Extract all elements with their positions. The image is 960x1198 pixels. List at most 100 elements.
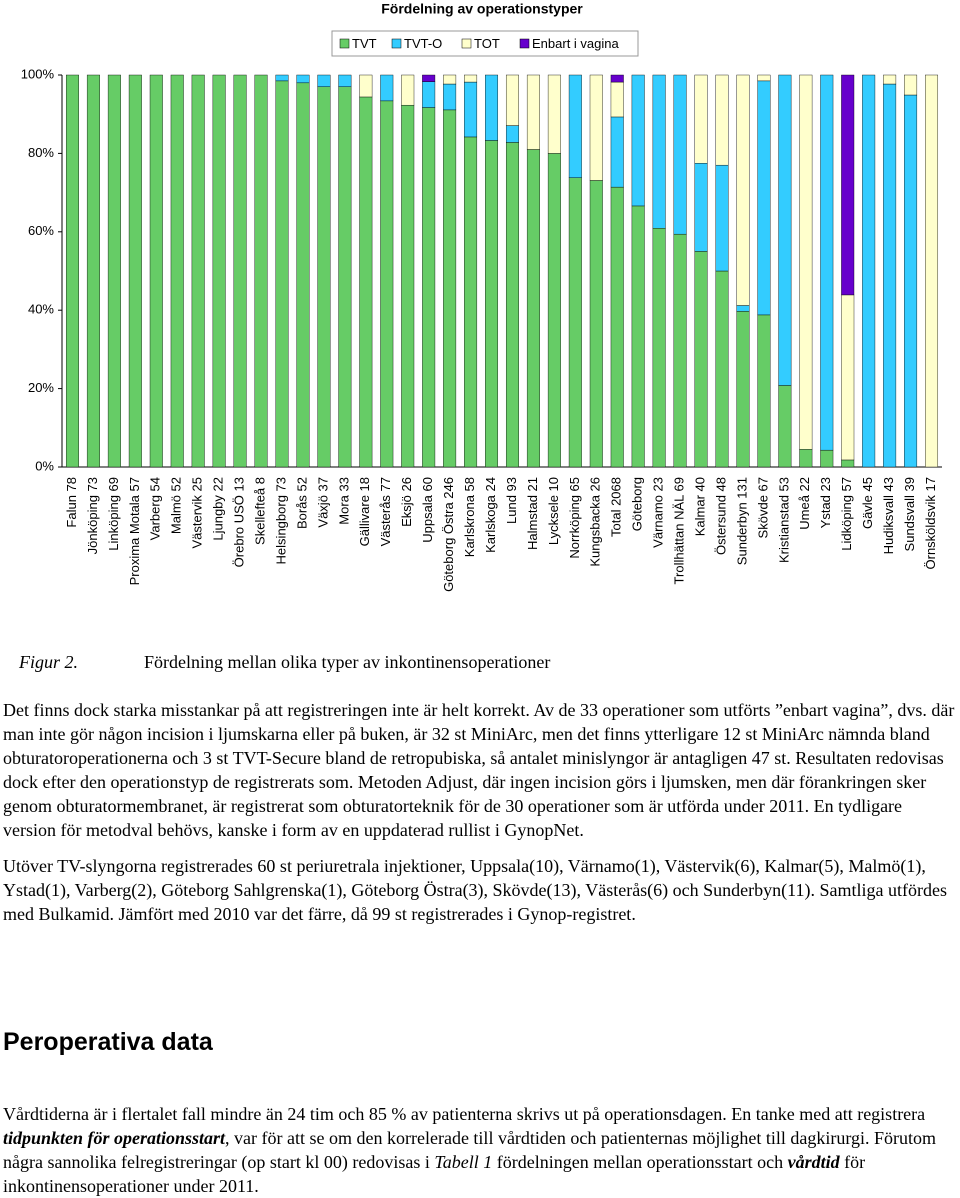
x-tick-label: Göteborg Östra 246 [441, 477, 456, 592]
bar-segment [464, 74, 478, 83]
bar-segment [820, 74, 834, 451]
text-run: för inkontinensoperationer under 2011. [3, 1152, 866, 1196]
bar-segment [338, 74, 352, 87]
x-tick-label: Jönköping 73 [85, 477, 100, 554]
x-tick-label: Total 2068 [609, 477, 624, 537]
legend-swatch [391, 38, 402, 49]
bar-segment [841, 459, 855, 468]
bar-segment [904, 74, 918, 96]
bar-segment [799, 74, 813, 450]
legend-label: TVT [352, 36, 377, 51]
bar-segment [736, 311, 750, 468]
bar-segment [778, 74, 792, 386]
bar-segment [149, 74, 163, 468]
bar-segment [86, 74, 100, 468]
bar-segment [443, 83, 457, 111]
x-tick-label: Ljungby 22 [211, 477, 226, 541]
paragraph: Det finns dock starka misstankar på att … [3, 698, 955, 842]
bar-segment [757, 74, 771, 82]
x-tick-label: Proxima Motala 57 [127, 477, 142, 585]
bar-segment [464, 81, 478, 138]
bar-segment [526, 74, 540, 150]
bar-segment [904, 94, 918, 468]
x-tick-label: Eksjö 26 [399, 477, 414, 527]
bar-segment [191, 74, 205, 468]
chart-title: Fördelning av operationstyper [381, 1, 583, 17]
x-tick-label: Lund 93 [504, 477, 519, 524]
bar-segment [841, 294, 855, 461]
bar-segment [296, 74, 310, 84]
bar-segment [736, 74, 750, 306]
x-tick-label: Gällivare 18 [357, 477, 372, 546]
bar-segment [736, 305, 750, 312]
bar-segment [505, 125, 519, 143]
x-tick-label: Örebro USÖ 13 [232, 477, 247, 567]
y-tick-label: 40% [28, 302, 54, 317]
y-tick-label: 0% [35, 458, 54, 473]
paragraph: Utöver TV-slyngorna registrerades 60 st … [3, 854, 955, 926]
bar-segment [799, 449, 813, 468]
bar-segment [65, 74, 79, 468]
bar-segment [296, 82, 310, 468]
bar-segment [485, 74, 499, 141]
bar-segment [568, 177, 582, 468]
x-tick-label: Västervik 25 [190, 477, 205, 549]
bar-segment [107, 74, 121, 468]
bar-segment [485, 140, 499, 468]
x-tick-label: Borås 52 [294, 477, 309, 529]
bar-segment [422, 74, 436, 82]
x-tick-label: Trollhättan NÄL 69 [672, 477, 687, 584]
bar-segment [610, 116, 624, 188]
text-run: Det finns dock starka misstankar på att … [3, 700, 955, 840]
paragraph: Vårdtiderna är i flertalet fall mindre ä… [3, 1102, 955, 1198]
bar-segment [694, 251, 708, 468]
x-tick-label: Umeå 22 [797, 477, 812, 530]
bar-segment [883, 83, 897, 468]
x-tick-label: Varberg 54 [148, 477, 163, 540]
x-tick-label: Lycksele 10 [546, 477, 561, 545]
bar-segment [757, 80, 771, 316]
legend-label: Enbart i vagina [532, 36, 619, 51]
bar-segment [505, 142, 519, 468]
x-tick-label: Norrköping 65 [567, 477, 582, 559]
x-tick-label: Örnsköldsvik 17 [923, 477, 938, 569]
bar-segment [233, 74, 247, 468]
bar-segment [589, 74, 603, 181]
x-tick-label: Skellefteå 8 [252, 477, 267, 545]
x-tick-label: Uppsala 60 [420, 477, 435, 543]
x-tick-label: Falun 78 [64, 477, 79, 528]
x-tick-label: Halmstad 21 [525, 477, 540, 550]
bar-segment [694, 74, 708, 164]
bar-segment [443, 109, 457, 468]
bar-segment [317, 74, 331, 87]
x-tick-label: Karlskrona 58 [462, 477, 477, 557]
x-tick-label: Sunderbyn 131 [734, 477, 749, 565]
legend-box [331, 30, 639, 57]
text-run: fördelningen mellan operationsstart och [492, 1152, 788, 1172]
bar-segment [505, 74, 519, 126]
caption-text: Fördelning mellan olika typer av inkonti… [144, 652, 551, 672]
legend-swatch [339, 38, 350, 49]
text-run: vårdtid [787, 1152, 840, 1172]
bar-segment [820, 449, 834, 468]
bar-segment [275, 74, 289, 82]
bar-segment [464, 136, 478, 468]
bar-segment [170, 74, 184, 468]
x-tick-label: Kungsbacka 26 [588, 477, 603, 567]
heading: Peroperativa data [3, 1028, 213, 1056]
bar-segment [631, 74, 645, 207]
bar-segment [715, 74, 729, 166]
bar-segment [652, 74, 666, 229]
x-tick-label: Skövde 67 [755, 477, 770, 538]
x-tick-label: Västerås 77 [378, 477, 393, 546]
x-tick-label: Mora 33 [336, 477, 351, 525]
bar-segment [547, 74, 561, 154]
bar-segment [652, 228, 666, 468]
x-tick-label: Malmö 52 [169, 477, 184, 534]
x-tick-label: Helsingborg 73 [273, 477, 288, 564]
bar-segment [422, 81, 436, 108]
chart: Fördelning av operationstyper TVT TVT-O TO… [21, 1, 942, 592]
paragraphs: Vårdtiderna är i flertalet fall mindre ä… [3, 1102, 955, 1198]
bar-segment [694, 162, 708, 252]
